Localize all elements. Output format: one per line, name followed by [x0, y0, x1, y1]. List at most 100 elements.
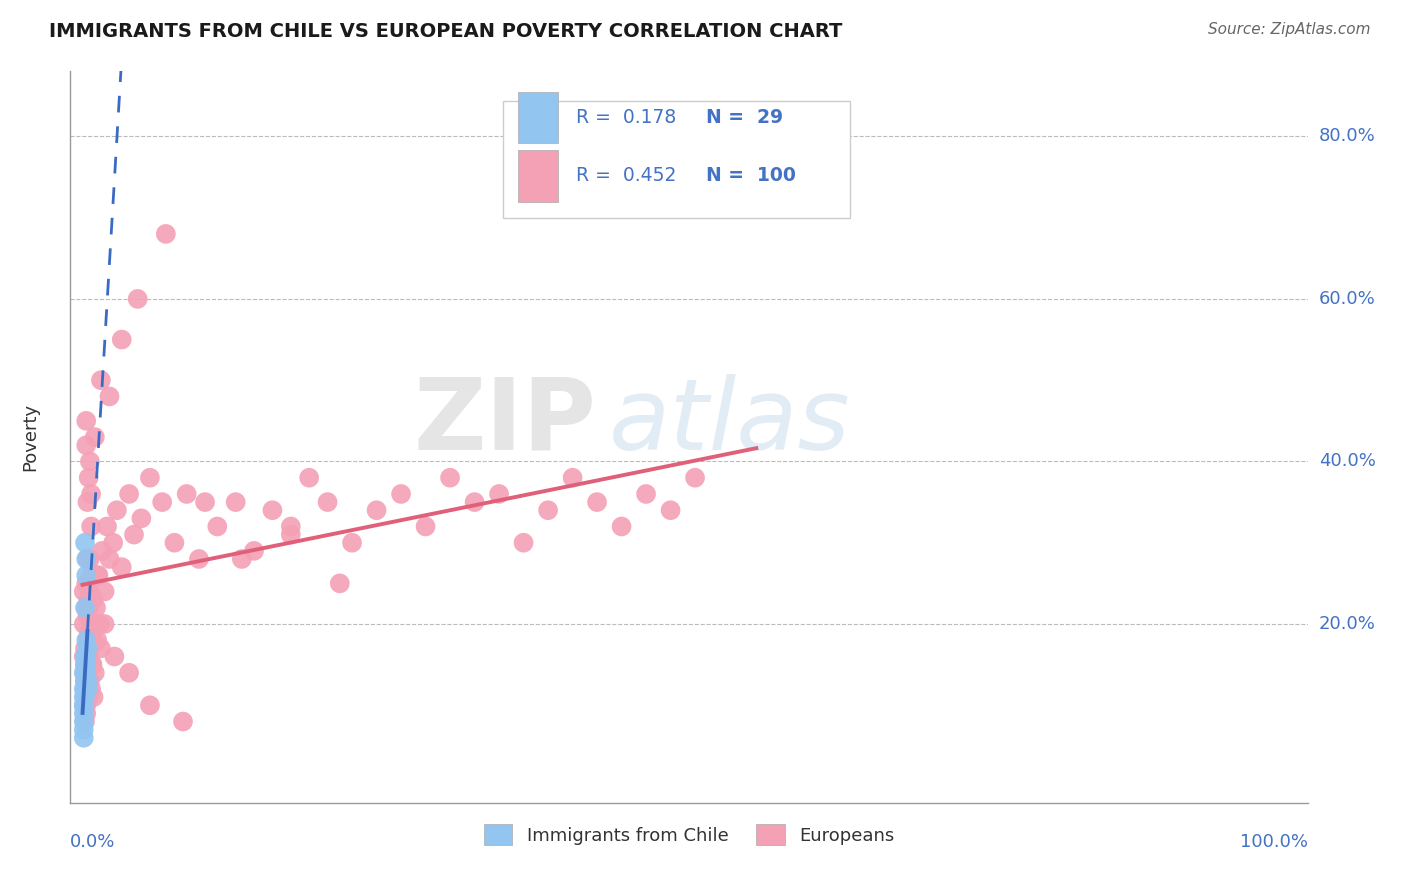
Point	[77, 471, 100, 485]
Point	[75, 576, 97, 591]
Point	[101, 535, 124, 549]
Point	[77, 649, 100, 664]
Text: R =  0.452: R = 0.452	[576, 167, 676, 186]
Point	[75, 657, 97, 672]
Point	[82, 625, 104, 640]
Point	[207, 519, 229, 533]
Legend: Immigrants from Chile, Europeans: Immigrants from Chile, Europeans	[477, 817, 901, 852]
Point	[87, 568, 110, 582]
Point	[73, 673, 96, 688]
Point	[89, 617, 111, 632]
Point	[73, 673, 96, 688]
Point	[73, 714, 96, 729]
Point	[77, 592, 100, 607]
Point	[127, 292, 149, 306]
Point	[75, 649, 97, 664]
Point	[75, 681, 97, 696]
Point	[76, 641, 98, 656]
Point	[610, 519, 633, 533]
Point	[79, 552, 101, 566]
Point	[73, 665, 96, 680]
Point	[280, 519, 302, 533]
Point	[464, 495, 486, 509]
Point	[231, 552, 253, 566]
Point	[79, 584, 101, 599]
Point	[176, 487, 198, 501]
Point	[76, 681, 98, 696]
Point	[316, 495, 339, 509]
Point	[76, 633, 98, 648]
Point	[389, 487, 412, 501]
Point	[73, 706, 96, 721]
Point	[366, 503, 388, 517]
Text: 80.0%: 80.0%	[1319, 128, 1375, 145]
Point	[83, 592, 105, 607]
Point	[103, 649, 125, 664]
Point	[280, 527, 302, 541]
Point	[163, 535, 186, 549]
Point	[96, 519, 118, 533]
Point	[79, 673, 101, 688]
Point	[73, 681, 96, 696]
Point	[73, 698, 96, 713]
Point	[73, 731, 96, 745]
Point	[75, 673, 97, 688]
FancyBboxPatch shape	[503, 101, 849, 218]
Point	[83, 665, 105, 680]
Point	[340, 535, 363, 549]
Point	[75, 600, 97, 615]
Point	[76, 552, 98, 566]
Text: 20.0%: 20.0%	[1319, 615, 1375, 633]
Point	[86, 633, 108, 648]
Text: Source: ZipAtlas.com: Source: ZipAtlas.com	[1208, 22, 1371, 37]
Point	[82, 657, 104, 672]
Point	[131, 511, 153, 525]
Point	[415, 519, 437, 533]
Text: ZIP: ZIP	[413, 374, 596, 471]
Point	[73, 673, 96, 688]
Point	[73, 649, 96, 664]
Point	[194, 495, 217, 509]
Point	[76, 665, 98, 680]
Bar	[519, 151, 558, 202]
Point	[73, 723, 96, 737]
Point	[512, 535, 534, 549]
Point	[73, 600, 96, 615]
Point	[73, 617, 96, 632]
Point	[586, 495, 609, 509]
Point	[111, 560, 134, 574]
Point	[537, 503, 560, 517]
Point	[79, 641, 101, 656]
Point	[90, 373, 112, 387]
Point	[84, 600, 107, 615]
Point	[659, 503, 682, 517]
Point	[82, 633, 104, 648]
Bar	[519, 92, 558, 143]
Point	[75, 552, 97, 566]
Point	[91, 544, 114, 558]
Point	[76, 495, 98, 509]
Text: N =  29: N = 29	[706, 108, 783, 127]
Point	[298, 471, 321, 485]
Point	[73, 657, 96, 672]
Point	[118, 487, 141, 501]
Point	[98, 552, 121, 566]
Point	[80, 487, 103, 501]
Text: N =  100: N = 100	[706, 167, 796, 186]
Text: 0.0%: 0.0%	[70, 833, 115, 851]
Point	[636, 487, 658, 501]
Point	[262, 503, 284, 517]
Point	[111, 333, 134, 347]
Point	[93, 584, 115, 599]
Text: 100.0%: 100.0%	[1240, 833, 1308, 851]
Point	[172, 714, 194, 729]
Point	[75, 698, 97, 713]
Text: R =  0.178: R = 0.178	[576, 108, 676, 127]
Point	[73, 657, 96, 672]
Point	[86, 568, 108, 582]
Point	[73, 641, 96, 656]
Text: Poverty: Poverty	[21, 403, 39, 471]
Point	[83, 430, 105, 444]
Point	[187, 552, 209, 566]
Point	[75, 568, 97, 582]
